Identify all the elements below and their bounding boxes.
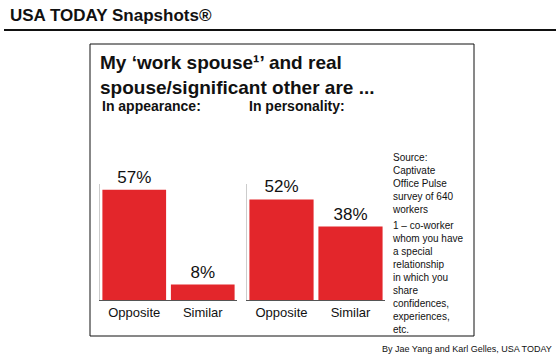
- svg-text:Opposite: Opposite: [108, 305, 160, 320]
- svg-text:By Jae Yang and Karl Gelles, U: By Jae Yang and Karl Gelles, USA TODAY: [382, 344, 552, 354]
- svg-text:Source:CaptivateOffice Pulsesu: Source:CaptivateOffice Pulsesurvey of 64…: [392, 152, 453, 215]
- svg-text:38%: 38%: [333, 205, 367, 224]
- svg-text:Similar: Similar: [183, 305, 223, 320]
- svg-text:52%: 52%: [264, 177, 298, 196]
- svg-text:USA TODAY Snapshots®: USA TODAY Snapshots®: [10, 6, 212, 25]
- svg-text:Opposite: Opposite: [255, 305, 307, 320]
- svg-text:Similar: Similar: [331, 305, 371, 320]
- svg-text:In personality:: In personality:: [249, 98, 345, 114]
- svg-text:In appearance:: In appearance:: [102, 98, 201, 114]
- svg-text:57%: 57%: [117, 168, 151, 187]
- svg-text:My ‘work spouse¹’ and realspou: My ‘work spouse¹’ and realspouse/signifi…: [100, 52, 375, 98]
- svg-text:1 – co-workerwhom you havea sp: 1 – co-workerwhom you havea specialrelat…: [392, 220, 463, 335]
- svg-text:8%: 8%: [190, 263, 215, 282]
